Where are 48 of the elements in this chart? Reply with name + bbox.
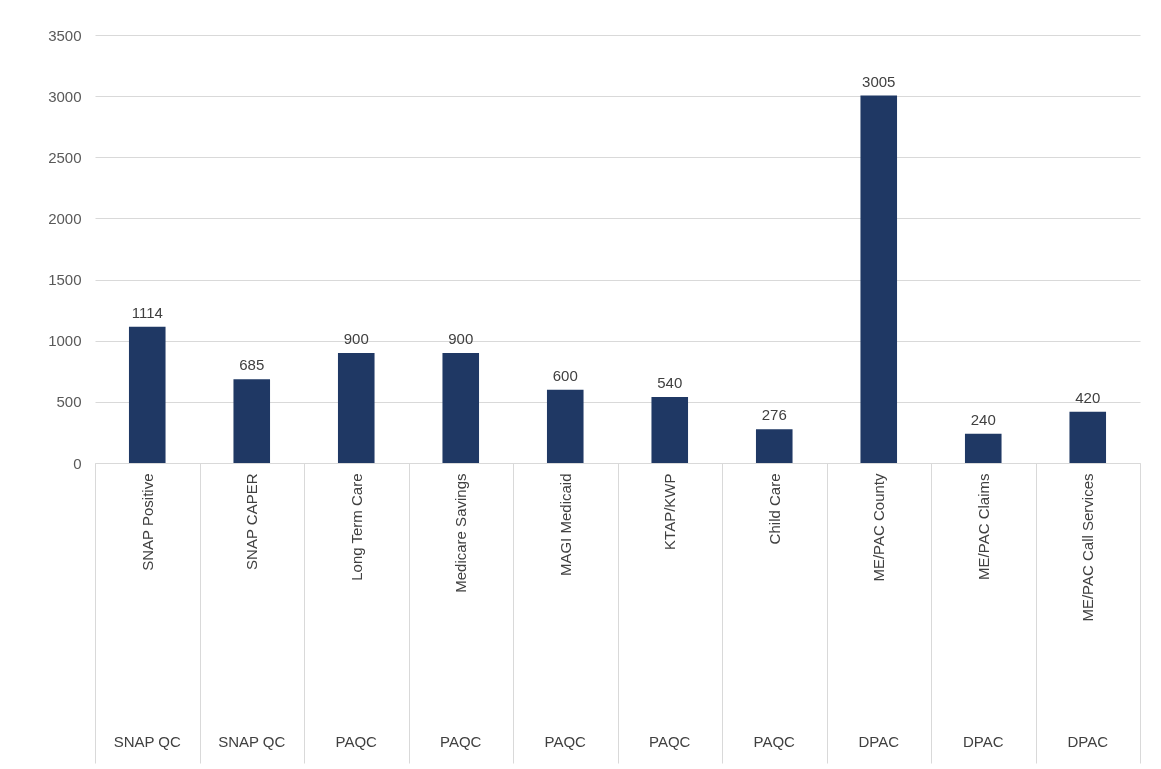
x-tick-label: ME/PAC Claims: [974, 473, 992, 580]
y-tick-label: 3000: [48, 87, 82, 105]
data-label: 900: [343, 329, 369, 347]
bar: [337, 352, 375, 463]
data-label: 1114: [131, 303, 163, 321]
text: SNAP QC: [218, 733, 286, 750]
x-tick-label: KTAP/KWP: [661, 473, 679, 550]
y-tick-label: 500: [56, 393, 82, 411]
text: PAQC: [544, 733, 587, 750]
data-label: 3005: [862, 72, 896, 90]
data-label: 600: [552, 366, 578, 384]
data-label: 276: [761, 406, 787, 424]
text: PAQC: [649, 733, 691, 750]
text: PAQC: [440, 733, 482, 750]
x-tick-label: SNAP CAPER: [243, 473, 261, 570]
data-label: 900: [448, 329, 474, 347]
bar: [964, 433, 1002, 463]
bar: [546, 389, 584, 463]
bar: [651, 396, 689, 463]
bar: [233, 379, 271, 463]
text: PAQC: [335, 733, 378, 750]
y-tick-label: 2000: [48, 209, 82, 227]
x-tick-label: ME/PAC Call Services: [1079, 473, 1097, 622]
data-label: 420: [1075, 388, 1101, 406]
bar: [755, 429, 793, 463]
data-label: 240: [970, 410, 996, 428]
bar: [442, 352, 480, 463]
bar: [1069, 411, 1107, 463]
text: DPAC: [858, 733, 900, 750]
x-tick-label: ME/PAC County: [870, 473, 888, 582]
text: SNAP QC: [113, 733, 182, 750]
y-tick-label: 0: [73, 454, 82, 472]
x-tick-label: MAGI Medicaid: [556, 473, 574, 577]
bar: [860, 95, 898, 463]
y-tick-label: 2500: [48, 148, 82, 166]
text: DPAC: [962, 733, 1004, 750]
x-tick-label: Medicare Savings: [452, 473, 470, 593]
y-tick-label: 1500: [48, 271, 82, 289]
data-label: 540: [657, 373, 683, 391]
x-tick-label: Child Care: [765, 473, 783, 545]
text: DPAC: [1067, 733, 1109, 750]
y-tick-label: 3500: [48, 26, 82, 44]
text: PAQC: [753, 733, 796, 750]
x-tick-label: Long Term Care: [347, 473, 365, 581]
bar: [128, 326, 166, 463]
y-tick-label: 1000: [48, 332, 82, 350]
data-label: 685: [239, 356, 265, 374]
x-tick-label: SNAP Positive: [138, 473, 156, 571]
